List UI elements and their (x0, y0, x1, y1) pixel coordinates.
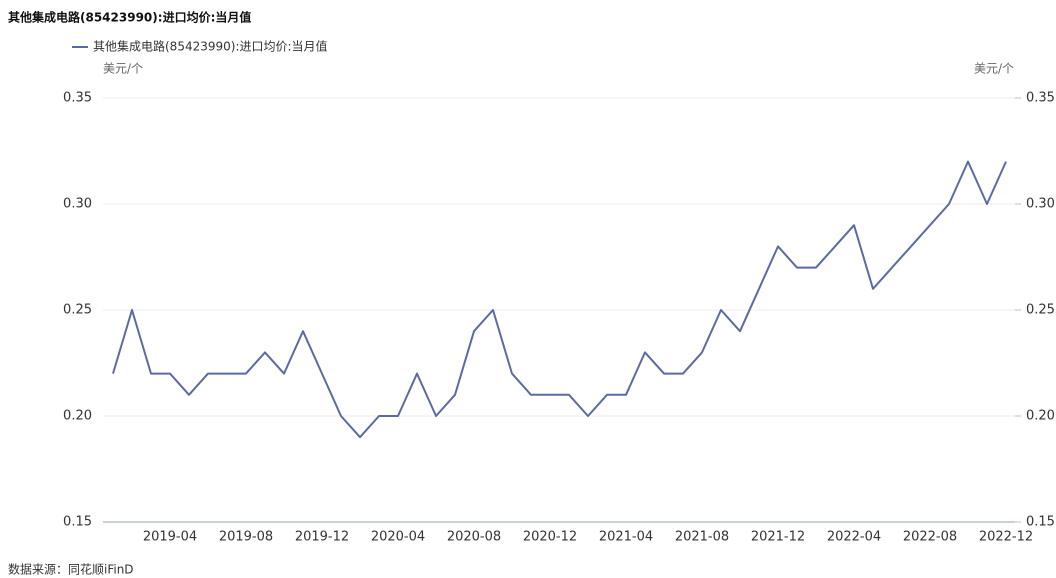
y-tick-label: 0.30 (63, 197, 92, 212)
y2-tick-label: 0.35 (1026, 91, 1055, 106)
x-tick-label: 2020-04 (371, 530, 425, 545)
legend-label: 其他集成电路(85423990):进口均价:当月值 (93, 39, 328, 54)
x-tick-label: 2019-12 (295, 530, 349, 545)
y2-unit: 美元/个 (974, 62, 1014, 76)
y-tick-label: 0.20 (63, 409, 92, 424)
series-line (112, 160, 1007, 439)
source: 数据来源：同花顺iFinD (8, 562, 134, 577)
x-tick-label: 2021-12 (751, 530, 805, 545)
x-tick-label: 2020-12 (523, 530, 577, 545)
y-tick-label: 0.25 (63, 303, 92, 318)
x-tick-label: 2019-08 (219, 530, 273, 545)
y2-tick-label: 0.25 (1026, 303, 1055, 318)
x-tick-label: 2022-08 (903, 530, 957, 545)
y2-tick-label: 0.30 (1026, 197, 1055, 212)
x-tick-label: 2022-04 (827, 530, 881, 545)
x-tick-label: 2019-04 (143, 530, 197, 545)
y-tick-label: 0.15 (63, 515, 92, 530)
x-tick-label: 2020-08 (447, 530, 501, 545)
x-tick-label: 2021-04 (599, 530, 653, 545)
y2-tick-label: 0.15 (1026, 515, 1055, 530)
y-unit: 美元/个 (103, 62, 143, 76)
y-tick-label: 0.35 (63, 91, 92, 106)
x-tick-label: 2021-08 (675, 530, 729, 545)
x-tick-label: 2022-12 (979, 530, 1033, 545)
chart-title: 其他集成电路(85423990):进口均价:当月值 (8, 10, 251, 25)
y2-tick-label: 0.20 (1026, 409, 1055, 424)
